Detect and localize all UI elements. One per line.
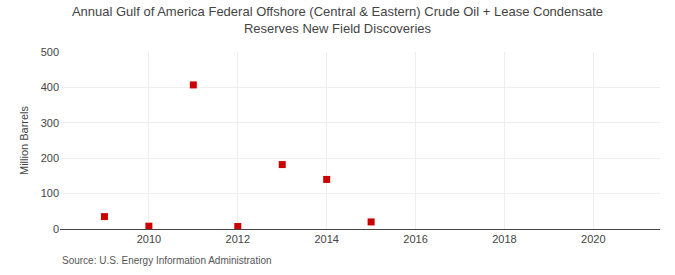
svg-text:2010: 2010 <box>137 233 161 245</box>
svg-text:500: 500 <box>41 46 59 58</box>
svg-text:100: 100 <box>41 187 59 199</box>
svg-text:Source: U.S. Energy Informatio: Source: U.S. Energy Information Administ… <box>62 255 272 266</box>
svg-text:400: 400 <box>41 81 59 93</box>
svg-text:200: 200 <box>41 152 59 164</box>
svg-text:2014: 2014 <box>314 233 338 245</box>
svg-text:Million Barrels: Million Barrels <box>18 105 30 175</box>
svg-text:300: 300 <box>41 117 59 129</box>
svg-text:2016: 2016 <box>403 233 427 245</box>
svg-text:2018: 2018 <box>492 233 516 245</box>
svg-text:Annual Gulf of America Federal: Annual Gulf of America Federal Offshore … <box>72 4 603 36</box>
svg-text:0: 0 <box>53 223 59 235</box>
svg-text:2020: 2020 <box>581 233 605 245</box>
svg-text:2012: 2012 <box>226 233 250 245</box>
